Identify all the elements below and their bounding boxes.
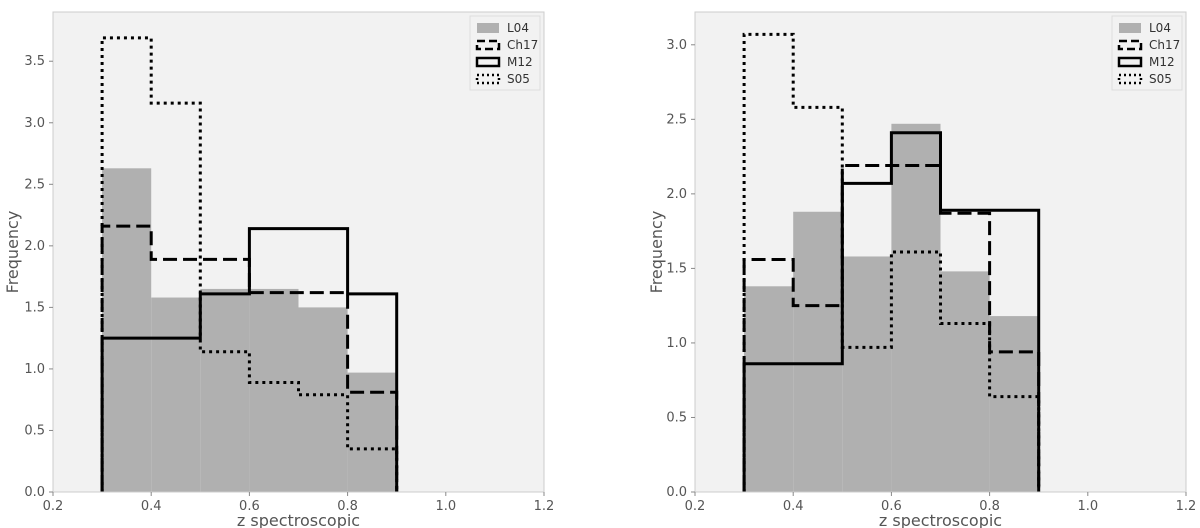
bar-l04-2 [842,256,892,492]
x-tick-label: 0.4 [783,499,804,514]
legend: L04 Ch17 M12 S05 [469,15,541,91]
x-axis-label: z spectroscopic [879,511,1002,528]
y-tick-label: 0.5 [666,410,687,425]
step-line-s05 [742,32,1041,492]
plot-frame [694,11,1187,493]
legend-swatch-l04 [477,23,499,33]
x-tick-label: 0.8 [337,499,358,514]
y-tick-label: 3.0 [666,38,687,53]
y-tick-label: 2.5 [666,112,687,127]
x-tick-label: 0.8 [979,499,1000,514]
x-tick-label: 0.2 [43,499,64,514]
bar-l04-4 [940,271,990,492]
legend-label-s05: S05 [507,72,530,86]
y-tick-label: 0.5 [24,423,45,438]
step-line-m12 [100,227,399,492]
y-tick-label: 2.0 [666,187,687,202]
legend-label-s05: S05 [1149,72,1172,86]
legend-swatch-m12 [1117,56,1143,68]
legend-label-m12: M12 [507,55,533,69]
y-tick-label: 0.0 [24,485,45,500]
bar-l04-5 [989,316,1039,492]
legend-swatch-s05 [1117,73,1143,85]
legend-label-ch17: Ch17 [507,38,538,52]
plot-frame [52,11,545,493]
legend-swatch-m12 [475,56,501,68]
legend-swatch-s05 [475,73,501,85]
x-tick-label: 0.6 [239,499,260,514]
bar-l04-1 [151,297,201,492]
x-axis-label: z spectroscopic [237,511,360,528]
legend-swatch-l04 [1119,23,1141,33]
x-tick-label: 0.4 [141,499,162,514]
legend-label-l04: L04 [507,21,529,35]
x-tick-label: 1.0 [1077,499,1098,514]
right-chart-panel: 0.2 0.4 0.6 0.8 1.0 1.2 0.0 0.5 1.0 1.5 2.0 2.5 3.0 z… [647,11,1197,528]
y-tick-label: 2.5 [24,177,45,192]
bar-l04-4 [298,307,348,492]
x-tick-label: 1.2 [1176,499,1197,514]
x-tick-label: 0.2 [685,499,706,514]
y-tick-label: 3.5 [24,54,45,69]
bar-l04-1 [793,211,843,492]
legend-swatch-ch17 [475,39,501,51]
bar-l04-5 [347,372,397,492]
x-tick-label: 1.0 [435,499,456,514]
y-tick-label: 1.5 [666,261,687,276]
x-tick-label: 0.6 [881,499,902,514]
legend-label-ch17: Ch17 [1149,38,1180,52]
y-tick-label: 1.0 [24,362,45,377]
legend-swatch-ch17 [1117,39,1143,51]
left-chart-panel: 0.2 0.4 0.6 0.8 1.0 1.2 0.0 0.5 1.0 1.5 2.0 2.5 3.0 3… [3,11,555,528]
bar-l04-3 [891,123,941,492]
bar-l04-0 [102,168,152,492]
bar-l04-0 [744,286,794,492]
y-tick-label: 2.0 [24,239,45,254]
legend: L04 Ch17 M12 S05 [1111,15,1183,91]
y-tick-label: 1.0 [666,336,687,351]
legend-label-m12: M12 [1149,55,1175,69]
step-line-s05 [100,36,399,492]
y-tick-label: 1.5 [24,300,45,315]
plot-series [742,32,1041,492]
x-tick-label: 1.2 [534,499,555,514]
step-line-m12 [742,131,1041,492]
legend-label-l04: L04 [1149,21,1171,35]
plot-series [100,36,399,492]
bar-l04-2 [200,288,250,492]
bar-l04-3 [249,288,299,492]
y-axis-label: Frequency [647,211,666,294]
y-tick-label: 3.0 [24,116,45,131]
y-axis-label: Frequency [3,211,22,294]
y-tick-label: 0.0 [666,485,687,500]
